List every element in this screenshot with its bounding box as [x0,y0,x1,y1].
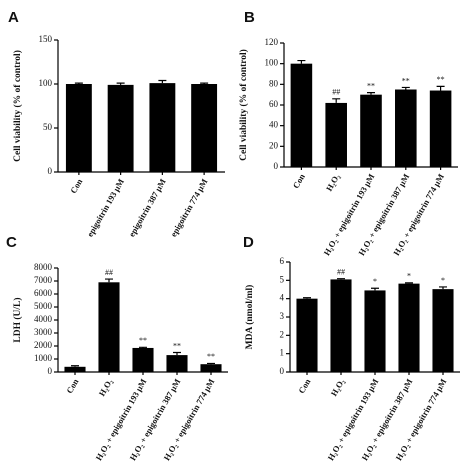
y-tick-label: 8000 [34,262,53,272]
y-tick-label: 3 [280,311,285,321]
y-tick-label: 0 [280,366,285,376]
y-tick-label: 4 [280,293,285,303]
error-bar [207,362,215,365]
significance-mark: ** [173,341,181,350]
bar [132,347,154,372]
significance-mark: ## [332,88,340,97]
y-tick-label: 2000 [34,340,53,350]
x-tick-label: Con [64,377,80,395]
y-tick-label: 0 [48,166,53,176]
x-tick-label: epigoitrin 193 μM [85,177,126,239]
significance-mark: ** [139,336,147,345]
significance-mark: ** [402,76,410,85]
x-tick-label: epigoitrin 387 μM [127,177,168,239]
y-tick-label: 100 [265,58,279,68]
bar [360,94,382,167]
significance-mark: ** [437,75,445,84]
y-axis-label: Cell viability (% of control) [238,49,249,161]
x-tick-label: Con [291,172,307,190]
y-tick-label: 6 [280,256,285,266]
bar [149,83,176,172]
y-tick-label: 2 [280,329,285,339]
significance-mark: * [373,277,377,286]
error-bar [200,82,209,84]
x-tick-label: Con [296,377,312,395]
y-tick-label: 3000 [34,327,53,337]
panel-letter: A [8,9,19,26]
y-tick-label: 40 [269,120,279,130]
error-bar [303,297,311,299]
y-tick-label: 0 [274,161,279,171]
error-bar [105,278,113,283]
panel-letter: B [244,9,255,26]
y-tick-label: 0 [48,366,53,376]
error-bar [367,92,375,95]
y-tick-label: 50 [43,122,53,132]
significance-mark: * [441,276,445,285]
x-tick-label: H₂O₂ [324,172,342,193]
x-tick-label: H₂O₂ [97,377,115,398]
error-bar [173,351,181,356]
bar [98,282,120,372]
significance-mark: ## [105,268,113,277]
error-bar [405,282,413,284]
bar [64,366,86,372]
y-tick-label: 1000 [34,353,53,363]
error-bar [74,82,83,84]
significance-mark: ## [337,268,345,277]
y-axis-label: Cell viability (% of control) [12,50,23,162]
significance-mark: * [407,272,411,281]
significance-mark: ** [367,81,375,90]
y-tick-label: 4000 [34,314,53,324]
error-bar [371,287,379,291]
error-bar [116,82,125,85]
bar [325,102,347,167]
x-tick-label: H₂O₂ [329,377,347,398]
y-tick-label: 100 [39,78,53,88]
error-bar [71,365,79,367]
y-tick-label: 150 [39,34,53,44]
y-tick-label: 20 [269,140,279,150]
bar [290,63,313,167]
panel-letter: D [243,234,254,251]
y-tick-label: 5000 [34,301,53,311]
y-axis-label: LDH (U/L) [12,297,23,342]
y-tick-label: 6000 [34,288,53,298]
y-tick-label: 7000 [34,275,53,285]
bar [395,89,417,167]
error-bar [436,85,445,91]
significance-mark: ** [207,352,215,361]
error-bar [139,346,147,348]
y-tick-label: 5 [280,274,285,284]
bar [432,289,454,372]
bar [398,283,420,372]
error-bar [337,278,345,280]
error-bar [401,86,410,90]
bar [191,84,218,172]
bar [65,84,92,172]
y-tick-label: 80 [269,78,279,88]
y-tick-label: 1 [280,348,285,358]
y-tick-label: 120 [265,37,279,47]
bar [166,355,188,372]
bar [296,298,318,372]
x-tick-label: epigoitrin 774 μM [168,177,209,239]
error-bar [332,98,341,103]
y-axis-label: MDA (nmol/ml) [244,285,255,350]
x-tick-label: Con [68,177,84,195]
bar [429,90,452,167]
bar [107,84,134,172]
y-tick-label: 60 [269,99,279,109]
bar [330,279,352,372]
error-bar [158,79,167,84]
bar [364,290,386,372]
error-bar [439,286,447,290]
error-bar [297,59,306,64]
panel-letter: C [6,234,17,251]
bar [200,364,222,372]
